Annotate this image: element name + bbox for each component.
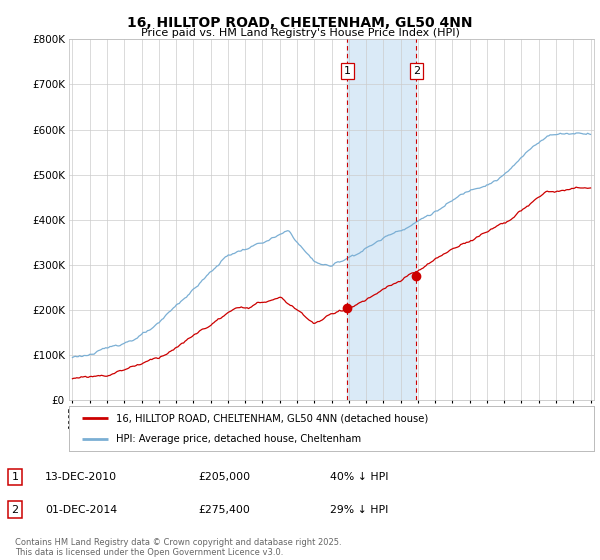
Text: Price paid vs. HM Land Registry's House Price Index (HPI): Price paid vs. HM Land Registry's House … bbox=[140, 28, 460, 38]
Bar bbox=[347, 39, 416, 400]
Text: £205,000: £205,000 bbox=[198, 472, 250, 482]
Text: HPI: Average price, detached house, Cheltenham: HPI: Average price, detached house, Chel… bbox=[116, 433, 361, 444]
Text: 13-DEC-2010: 13-DEC-2010 bbox=[45, 472, 117, 482]
Text: 40% ↓ HPI: 40% ↓ HPI bbox=[330, 472, 389, 482]
Text: 1: 1 bbox=[344, 66, 351, 76]
Text: 16, HILLTOP ROAD, CHELTENHAM, GL50 4NN (detached house): 16, HILLTOP ROAD, CHELTENHAM, GL50 4NN (… bbox=[116, 413, 428, 423]
Text: Contains HM Land Registry data © Crown copyright and database right 2025.
This d: Contains HM Land Registry data © Crown c… bbox=[15, 538, 341, 557]
Text: 16, HILLTOP ROAD, CHELTENHAM, GL50 4NN: 16, HILLTOP ROAD, CHELTENHAM, GL50 4NN bbox=[127, 16, 473, 30]
Text: 29% ↓ HPI: 29% ↓ HPI bbox=[330, 505, 388, 515]
Text: 2: 2 bbox=[413, 66, 420, 76]
Text: £275,400: £275,400 bbox=[198, 505, 250, 515]
Text: 2: 2 bbox=[11, 505, 19, 515]
Text: 01-DEC-2014: 01-DEC-2014 bbox=[45, 505, 117, 515]
Text: 1: 1 bbox=[11, 472, 19, 482]
